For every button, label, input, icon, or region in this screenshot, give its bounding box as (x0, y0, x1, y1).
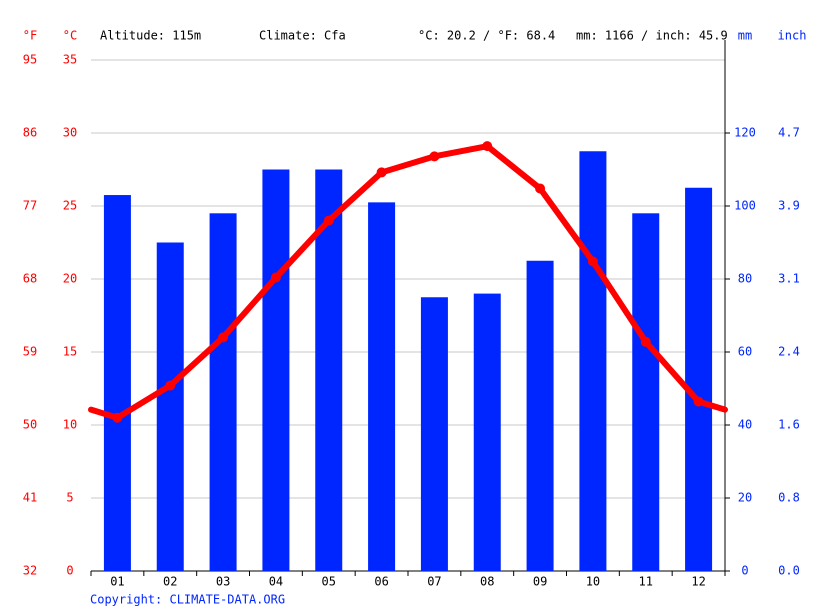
y3-tick-label: 4.7 (778, 126, 800, 140)
y3-tick-label: 0.8 (778, 491, 800, 505)
bar (262, 169, 290, 571)
bar (420, 297, 448, 571)
temperature-point (112, 412, 123, 423)
temperature-line (115, 143, 701, 421)
bar (632, 213, 660, 572)
x-tick-label: 02 (163, 575, 177, 589)
temperature-point (270, 272, 281, 283)
y2-tick-label: 20 (738, 491, 752, 505)
temperature-point (218, 332, 229, 343)
y3-tick-label: 2.4 (778, 345, 800, 359)
x-tick-label: 04 (269, 575, 283, 589)
x-tick-label: 06 (374, 575, 388, 589)
yf-tick-label: 41 (23, 491, 37, 505)
x-tick-label: 10 (586, 575, 600, 589)
bar (315, 169, 343, 571)
temperature-average: °C: 20.2 / °F: 68.4 (418, 29, 555, 43)
y-tick-label: 0 (66, 564, 73, 578)
y2-tick-label: 100 (734, 199, 756, 213)
yf-tick-label: 32 (23, 564, 37, 578)
bar (103, 195, 131, 572)
y2-tick-label: 120 (734, 126, 756, 140)
y-tick-label: 35 (63, 53, 77, 67)
yf-tick-label: 68 (23, 272, 37, 286)
temperature-point (482, 141, 493, 152)
y3-tick-label: 3.1 (778, 272, 800, 286)
y2-tick-label: 80 (738, 272, 752, 286)
y-tick-label: 25 (63, 199, 77, 213)
y-tick-label: 10 (63, 418, 77, 432)
yf-tick-label: 86 (23, 126, 37, 140)
x-tick-label: 07 (427, 575, 441, 589)
temperature-point (587, 256, 598, 267)
precipitation-total: mm: 1166 / inch: 45.9 (576, 29, 728, 43)
x-tick-label: 08 (480, 575, 494, 589)
bar (526, 260, 554, 571)
yf-tick-label: 77 (23, 199, 37, 213)
x-tick-label: 03 (216, 575, 230, 589)
y-tick-label: 5 (66, 491, 73, 505)
y-tick-label: 20 (63, 272, 77, 286)
bar (473, 293, 501, 571)
yf-tick-label: 50 (23, 418, 37, 432)
temperature-point (165, 380, 176, 391)
temperature-point (693, 396, 704, 407)
temperature-point (376, 167, 387, 178)
y-tick-label: 15 (63, 345, 77, 359)
altitude: Altitude: 115m (100, 29, 201, 43)
bar (209, 213, 237, 572)
bar (579, 151, 607, 571)
yf-tick-label: 95 (23, 53, 37, 67)
axis-title: inch (778, 29, 807, 43)
y-tick-label: 30 (63, 126, 77, 140)
bar (156, 242, 184, 571)
x-tick-label: 11 (639, 575, 653, 589)
yf-tick-label: 59 (23, 345, 37, 359)
bar (368, 202, 396, 571)
y3-tick-label: 0.0 (778, 564, 800, 578)
bar (685, 187, 713, 571)
y2-tick-label: 60 (738, 345, 752, 359)
axis-title: mm (738, 29, 752, 43)
temperature-point (535, 183, 546, 194)
y2-tick-label: 0 (741, 564, 748, 578)
axis-title: °F (23, 29, 37, 43)
x-tick-label: 05 (322, 575, 336, 589)
x-tick-label: 12 (691, 575, 705, 589)
y2-tick-label: 40 (738, 418, 752, 432)
temperature-point (429, 151, 440, 162)
copyright: Copyright: CLIMATE-DATA.ORG (90, 593, 285, 607)
x-tick-label: 09 (533, 575, 547, 589)
y3-tick-label: 1.6 (778, 417, 800, 431)
y3-tick-label: 3.9 (778, 199, 800, 213)
climate: Climate: Cfa (259, 29, 346, 43)
temperature-point (323, 215, 334, 226)
temperature-point (640, 336, 651, 347)
axis-title: °C (63, 29, 77, 43)
x-tick-label: 01 (110, 575, 124, 589)
